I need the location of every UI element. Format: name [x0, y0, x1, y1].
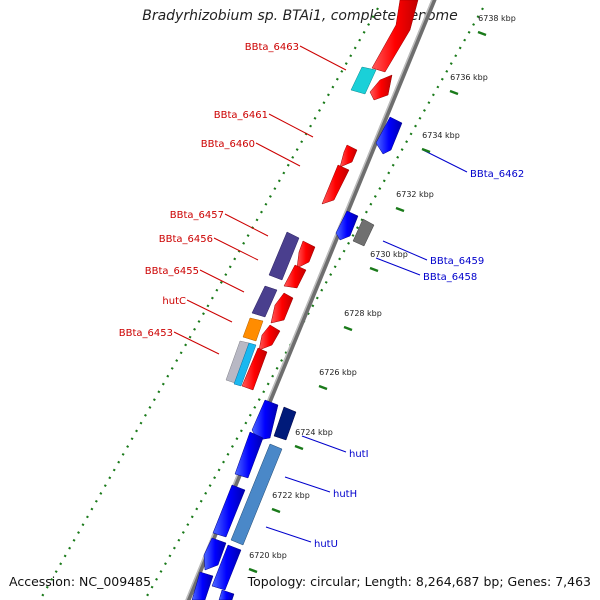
gene-arrow [270, 292, 294, 324]
ruler-tick [271, 507, 281, 514]
ruler-tick [248, 567, 258, 574]
forward-gene-leader-line [224, 213, 269, 237]
gene-block [251, 285, 278, 318]
ruler-label: 6722 kbp [272, 491, 310, 500]
genome-summary-text: Topology: circular; Length: 8,264,687 bp… [247, 574, 591, 589]
reverse-gene-label: hutH [333, 489, 357, 500]
gene-arrow [258, 324, 281, 351]
gene-arrow [375, 116, 403, 155]
forward-gene-label: BBta_6453 [119, 328, 173, 339]
ruler-label: 6738 kbp [478, 14, 516, 23]
ruler-tick [477, 30, 487, 37]
gene-arrow [211, 544, 242, 591]
gene-arrow [234, 431, 264, 479]
reverse-gene-label: BBta_6458 [423, 272, 477, 283]
gene-arrow [218, 589, 235, 600]
ruler-label: 6730 kbp [370, 250, 408, 259]
gene-block [352, 218, 375, 247]
reverse-gene-leader-line [301, 435, 347, 453]
forward-gene-label: BBta_6455 [145, 266, 199, 277]
outer-dotted-track [146, 7, 484, 597]
gene-arrow [369, 74, 393, 101]
ruler-tick [343, 325, 353, 332]
gene-arrow [335, 210, 359, 241]
ruler-tick [395, 206, 405, 213]
ruler-label: 6726 kbp [319, 368, 357, 377]
reverse-gene-label: hutU [314, 539, 338, 550]
gene-arrow [203, 537, 227, 571]
gene-arrow [339, 144, 358, 168]
gene-arrow [371, 0, 419, 73]
gene-arrow [191, 571, 214, 600]
reverse-gene-label: hutI [349, 449, 369, 460]
forward-gene-label: BBta_6457 [170, 210, 224, 221]
gene-arrow [212, 484, 246, 538]
gene-block [268, 231, 300, 281]
accession-text: Accession: NC_009485 [9, 574, 152, 589]
reverse-gene-leader-line [265, 526, 312, 543]
forward-gene-leader-line [173, 331, 220, 355]
ruler-tick [421, 147, 431, 154]
forward-gene-leader-line [213, 237, 259, 261]
reverse-gene-leader-line [284, 476, 331, 493]
ruler-label: 6728 kbp [344, 309, 382, 318]
forward-gene-label: BBta_6460 [201, 139, 255, 150]
gene-block [350, 66, 377, 95]
gene-arrow [251, 399, 279, 441]
reverse-gene-label: BBta_6462 [470, 169, 524, 180]
ruler-label: 6734 kbp [422, 131, 460, 140]
forward-gene-label: BBta_6463 [245, 42, 299, 53]
gene-block [233, 342, 257, 387]
forward-gene-label: BBta_6461 [214, 110, 268, 121]
reverse-gene-leader-line [422, 149, 468, 173]
gene-block [242, 317, 264, 342]
gene-arrow [283, 264, 307, 289]
forward-gene-leader-line [299, 45, 347, 71]
reverse-gene-label: BBta_6459 [430, 256, 484, 267]
reverse-gene-leader-line [382, 240, 428, 261]
forward-gene-leader-line [255, 142, 301, 167]
ruler-label: 6736 kbp [450, 73, 488, 82]
gene-arrow [321, 164, 350, 205]
gene-arrow [296, 240, 316, 269]
ruler-label: 6724 kbp [295, 428, 333, 437]
ruler-label: 6732 kbp [396, 190, 434, 199]
ruler-tick [318, 384, 328, 391]
reverse-gene-leader-line [375, 257, 421, 276]
forward-gene-label: BBta_6456 [159, 234, 213, 245]
ruler-tick [294, 444, 304, 451]
ruler-tick [449, 89, 459, 96]
forward-gene-label: hutC [162, 296, 186, 307]
forward-gene-leader-line [268, 113, 314, 138]
forward-gene-leader-line [186, 299, 233, 323]
ruler-tick [369, 266, 379, 273]
gene-block [273, 406, 297, 441]
gene-block [230, 443, 283, 546]
map-title: Bradyrhizobium sp. BTAi1, complete genom… [142, 8, 458, 24]
forward-gene-leader-line [199, 269, 245, 293]
gene-arrow [241, 347, 268, 391]
ruler-label: 6720 kbp [249, 551, 287, 560]
inner-dotted-track [39, 7, 379, 600]
